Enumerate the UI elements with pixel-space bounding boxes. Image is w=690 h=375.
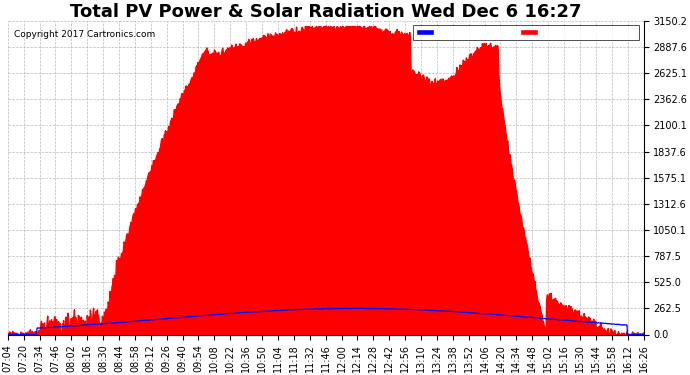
- Legend: Radiation (w/m2), PV Panels (DC Watts): Radiation (w/m2), PV Panels (DC Watts): [413, 26, 639, 40]
- Text: Copyright 2017 Cartronics.com: Copyright 2017 Cartronics.com: [14, 30, 155, 39]
- Title: Total PV Power & Solar Radiation Wed Dec 6 16:27: Total PV Power & Solar Radiation Wed Dec…: [70, 3, 582, 21]
